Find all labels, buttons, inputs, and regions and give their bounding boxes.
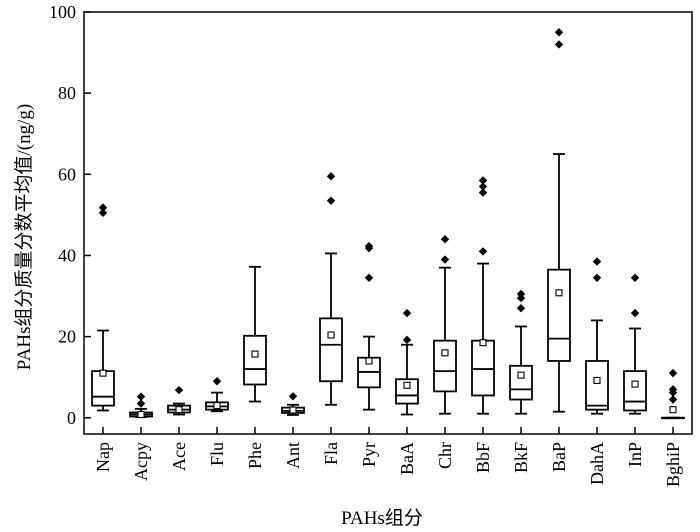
x-tick-label: Phe (245, 442, 265, 469)
iqr-box (623, 370, 647, 412)
plot-area: 0 20 40 60 80 100 Nap Acpy Ace Flu Phe Ant Fla Pyr BaA… (49, 2, 693, 487)
outlier-point (516, 289, 526, 299)
outlier-point (364, 241, 374, 251)
x-tick-label: Flu (207, 442, 227, 466)
iqr-box (509, 364, 533, 401)
x-tick-label: Ace (169, 442, 189, 471)
outlier-point (98, 208, 108, 218)
outlier-point (326, 196, 336, 205)
x-tick-label: BaA (397, 442, 417, 475)
outlier-point (402, 308, 412, 318)
y-tick-label: 100 (49, 2, 76, 22)
plot-frame (83, 11, 693, 435)
outlier-point (98, 203, 108, 212)
mean-marker (251, 350, 259, 358)
outlier-point (630, 308, 640, 318)
mean-marker (517, 371, 525, 379)
y-tick-label: 80 (58, 83, 76, 103)
y-axis-title: PAHs组分质量分数平均值/(ng/g) (13, 104, 35, 370)
mean-marker (213, 402, 221, 410)
x-tick-label: BghiP (663, 442, 683, 487)
outlier-point (668, 395, 678, 404)
iqr-box (471, 339, 495, 397)
outlier-point (554, 40, 564, 49)
x-axis-title: PAHs组分 (341, 507, 423, 529)
outlier-point (288, 392, 298, 401)
mean-marker (289, 406, 297, 414)
x-tick-label: Fla (321, 442, 341, 465)
mean-marker (631, 380, 639, 388)
outlier-point (136, 392, 146, 401)
outlier-point (668, 368, 678, 378)
x-tick-label: InP (625, 442, 645, 467)
outlier-point (402, 335, 412, 345)
x-tick-label: Acpy (131, 442, 151, 481)
outlier-point (478, 176, 488, 185)
outlier-point (668, 385, 678, 394)
x-tick-label: Pyr (359, 442, 379, 467)
mean-marker (441, 349, 449, 357)
mean-marker (555, 289, 563, 297)
mean-marker (593, 376, 601, 384)
iqr-box (547, 268, 571, 362)
x-tick-label: DahA (587, 442, 607, 485)
outlier-point (554, 28, 564, 37)
outlier-point (440, 255, 450, 264)
outlier-point (364, 273, 374, 282)
iqr-box (433, 339, 457, 393)
outlier-point (212, 377, 222, 386)
outlier-point (440, 235, 450, 244)
mean-marker (327, 331, 335, 339)
iqr-box (395, 378, 419, 405)
y-tick-label: 40 (58, 245, 76, 265)
x-tick-label: Ant (283, 442, 303, 469)
mean-marker (137, 410, 145, 419)
mean-marker (669, 406, 677, 414)
outlier-point (326, 172, 336, 181)
mean-marker (365, 357, 373, 365)
outlier-point (478, 188, 488, 197)
outlier-point (516, 304, 526, 313)
outlier-point (174, 385, 184, 395)
y-tick-label: 0 (67, 408, 76, 428)
outlier-point (592, 257, 602, 266)
mean-marker (99, 369, 107, 377)
outlier-point (478, 182, 488, 191)
outlier-point (630, 273, 640, 282)
x-tick-label: BkF (511, 442, 531, 473)
x-tick-label: BaP (549, 442, 569, 472)
y-tick-label: 60 (58, 164, 76, 184)
mean-marker (479, 339, 487, 347)
outlier-point (478, 247, 488, 256)
outlier-point (136, 399, 146, 408)
x-tick-label: BbF (473, 442, 493, 473)
iqr-box (585, 360, 609, 411)
y-tick-label: 20 (58, 327, 76, 347)
outlier-point (592, 273, 602, 282)
x-tick-label: Nap (93, 442, 113, 472)
iqr-box (319, 317, 343, 383)
x-tick-label: Chr (435, 442, 455, 469)
mean-marker (175, 406, 183, 414)
iqr-box (243, 334, 267, 386)
mean-marker (403, 381, 411, 389)
